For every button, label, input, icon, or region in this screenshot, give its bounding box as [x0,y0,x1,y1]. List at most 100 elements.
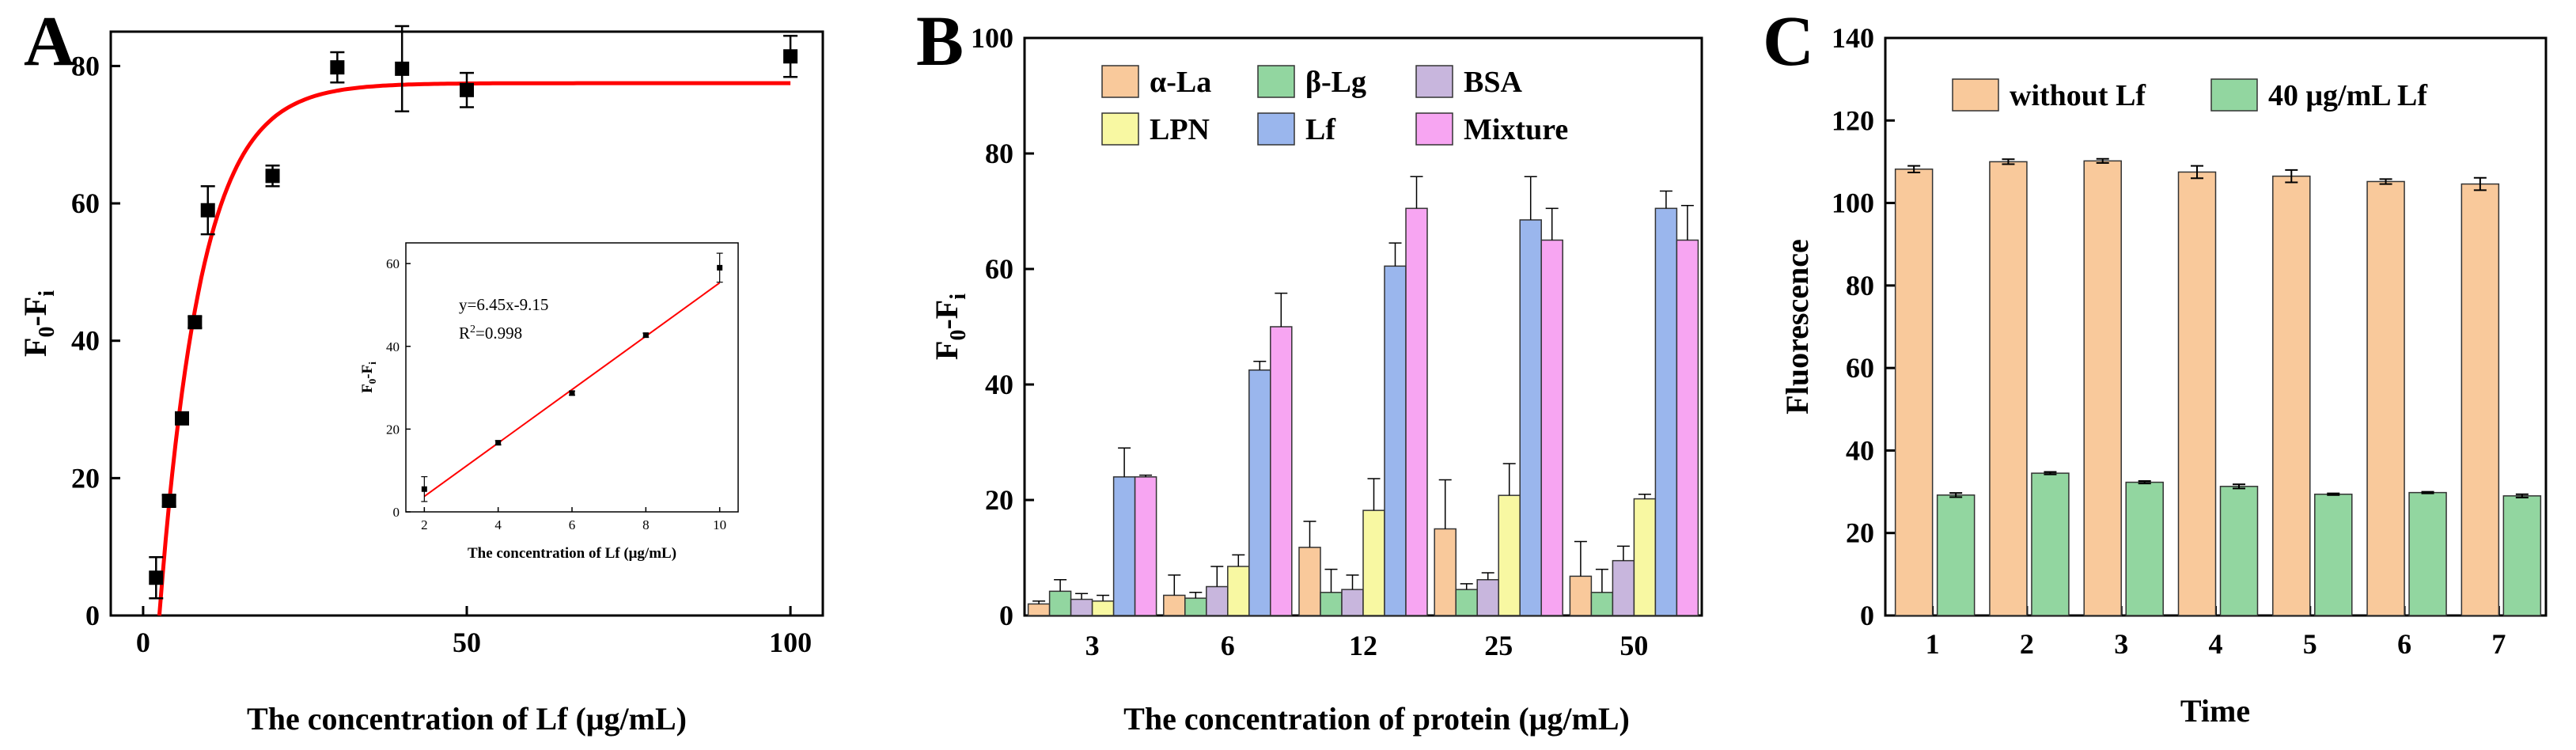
bar-β-Lg [1320,592,1343,616]
legend-swatch-Lf [1257,112,1295,146]
bar-β-Lg [1455,589,1478,616]
bar-LPN [1091,600,1115,616]
bar-α-La [1163,594,1186,616]
y-tick-label: 80 [985,138,1013,169]
y-tick-label: 100 [971,22,1013,54]
panel-a-points [149,25,798,600]
bar-LPN [1498,494,1521,616]
panel-a-fit-curve [157,81,791,616]
data-point [783,49,798,64]
inset-data-point [569,390,575,396]
y-tick-label: 40 [985,369,1013,400]
inset-x-tick-label: 8 [642,517,650,532]
bar-α-La [1027,603,1051,616]
x-tick-label: 50 [453,627,481,658]
bar-BSA [1070,598,1093,616]
bar-α-La [1569,575,1593,616]
bar-BSA [1476,578,1499,616]
y-tick-label: 80 [1846,270,1874,301]
bar-β-Lg [1048,590,1072,616]
bar-without Lf [2177,171,2217,616]
data-point [265,169,280,184]
bar-Lf [1112,476,1136,616]
panel-a-x-label: The concentration of Lf (μg/mL) [247,701,687,737]
legend-label-0: without Lf [2010,79,2146,112]
bar-BSA [1341,589,1364,616]
inset-equation: y=6.45x-9.15 [459,295,548,314]
panel-b: B 0 20 40 60 80 100 3 6 12 25 50 α-La β-Lg BSA LPN Lf M… [916,2,1703,737]
inset-x-tick-label: 2 [421,517,428,532]
data-point [330,60,345,75]
inset-x-label: The concentration of Lf (μg/mL) [468,545,676,562]
bar-40 μg/mL Lf [2314,493,2353,616]
bar-β-Lg [1590,592,1614,616]
panel-b-legend: α-La β-Lg BSA LPN Lf Mixture [1101,65,1568,146]
bar-Lf [1654,207,1678,616]
legend-label-β-Lg: β-Lg [1305,66,1366,99]
y-tick-label: 0 [999,600,1013,631]
y-tick-label: 100 [1832,188,1874,219]
bar-without Lf [2272,175,2311,616]
bar-LPN [1362,509,1385,616]
panel-c-letter: C [1763,2,1814,81]
y-tick-label: 20 [71,462,100,494]
y-tick-label: 20 [985,484,1013,516]
bar-LPN [1227,566,1250,616]
bar-Lf [1519,219,1542,616]
inset-ticks: 2 4 6 8 10 0 20 40 60 [386,256,726,532]
bar-40 μg/mL Lf [1936,494,1976,616]
legend-swatch-0 [1952,78,1999,112]
x-tick-label: 50 [1619,630,1648,661]
data-point [200,203,215,218]
panel-b-letter: B [916,2,964,81]
inset-data-point [495,440,502,446]
x-tick-label: 2 [2020,628,2034,660]
x-tick-label: 3 [1085,630,1100,661]
inset-data-point [421,486,427,492]
bar-without Lf [1894,169,1934,616]
panel-c-legend: without Lf 40 μg/mL Lf [1952,78,2428,112]
bar-α-La [1434,528,1457,616]
inset-fit-line-path [423,282,721,498]
panel-c-bars [1894,157,2542,616]
y-tick-label: 140 [1832,22,1874,54]
legend-label-Mixture: Mixture [1464,113,1568,146]
inset-y-tick-label: 40 [386,339,400,354]
panel-b-y-label: F0-Fi [929,294,971,360]
inset-points [421,252,723,502]
legend-swatch-1 [2210,78,2258,112]
bar-Mixture [1134,476,1157,616]
y-tick-label: 120 [1832,104,1874,136]
x-tick-label: 4 [2209,628,2223,660]
bar-40 μg/mL Lf [2502,495,2542,616]
inset-y-tick-label: 20 [386,422,400,437]
x-tick-label: 0 [136,627,150,658]
bar-Mixture [1676,239,1699,616]
inset-x-tick-label: 10 [713,517,726,532]
legend-swatch-α-La [1101,65,1139,98]
x-tick-label: 5 [2303,628,2317,660]
bar-Mixture [1540,239,1563,616]
y-tick-label: 40 [1846,434,1874,466]
panel-a-letter: A [24,2,75,81]
bar-40 μg/mL Lf [2125,481,2164,616]
legend-swatch-BSA [1415,65,1453,98]
bar-BSA [1206,585,1229,616]
legend-label-1: 40 μg/mL Lf [2268,79,2428,112]
inset-data-point [717,264,723,271]
bar-without Lf [2460,183,2500,616]
bar-BSA [1612,559,1635,616]
y-tick-label: 60 [71,188,100,219]
panel-c-x-label: Time [2180,693,2250,729]
inset-background [370,239,748,555]
legend-label-Lf: Lf [1305,113,1336,146]
panel-b-x-label: The concentration of protein (μg/mL) [1123,701,1630,737]
inset-x-tick-label: 4 [494,517,502,532]
x-tick-label: 6 [1221,630,1235,661]
x-tick-label: 7 [2491,628,2506,660]
x-tick-label: 3 [2114,628,2128,660]
bar-without Lf [2366,180,2405,616]
y-tick-label: 60 [985,253,1013,285]
